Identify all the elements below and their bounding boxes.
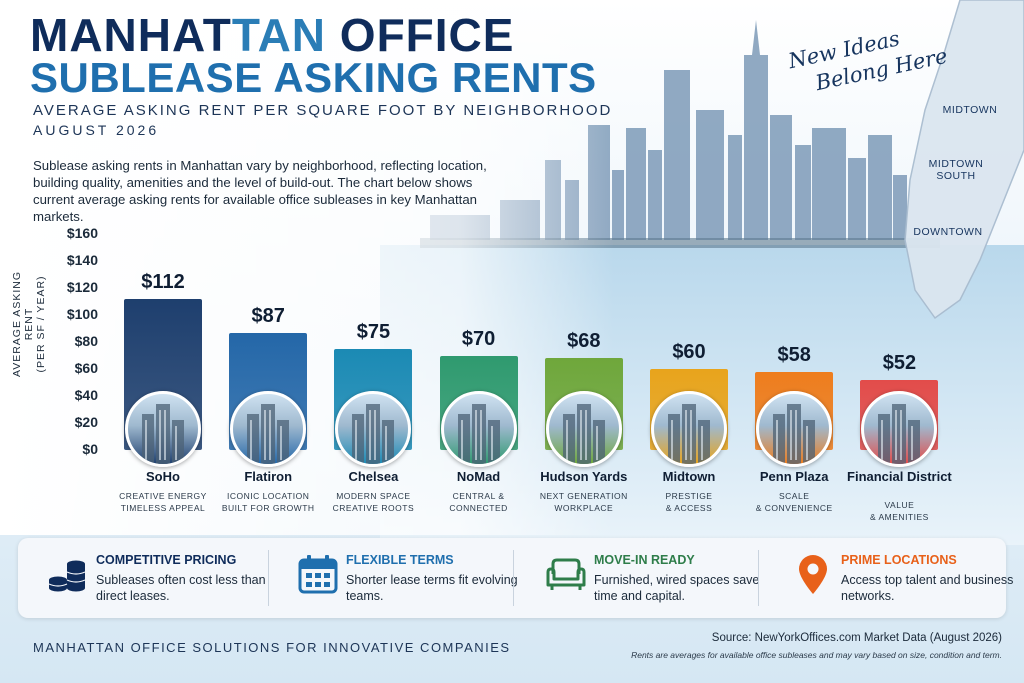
category-description-line: MODERN SPACE (336, 491, 411, 501)
building-photo (545, 391, 622, 467)
source-label: Source: (711, 632, 752, 644)
category-description-line: CREATIVE ENERGY (119, 491, 207, 501)
feature-flexible-terms: FLEXIBLE TERMS Shorter lease terms fit e… (288, 538, 518, 618)
building-photo (861, 391, 938, 467)
category-description: CREATIVE ENERGY TIMELESS APPEAL (103, 490, 223, 514)
category-label: Financial District (847, 469, 952, 484)
bar-value-label: $112 (141, 270, 185, 293)
bar-value-label: $68 (567, 330, 601, 353)
building-photo (335, 391, 412, 467)
category-label: Flatiron (244, 469, 293, 484)
feature-title: FLEXIBLE TERMS (346, 553, 454, 567)
category-description: NEXT GENERATION WORKPLACE (524, 490, 644, 514)
map-label-midtown: MIDTOWN (942, 104, 998, 116)
category-label: Hudson Yards (540, 469, 628, 484)
y-tick-label: $60 (74, 360, 98, 376)
bar-value-label: $60 (672, 341, 706, 363)
features-panel: COMPETITIVE PRICING Subleases often cost… (18, 538, 1013, 618)
category-description: MODERN SPACE CREATIVE ROOTS (313, 490, 433, 514)
chart-subtitle: AVERAGE ASKING RENT PER SQUARE FOOT BY N… (33, 102, 613, 119)
feature-move-in-ready: MOVE-IN READY Furnished, wired spaces sa… (536, 538, 766, 618)
map-label-downtown: DOWNTOWN (913, 226, 983, 238)
feature-competitive-pricing: COMPETITIVE PRICING Subleases often cost… (38, 538, 268, 618)
footnote: Rents are averages for available office … (631, 650, 1002, 660)
bar-value-label: $87 (251, 304, 285, 327)
divider (758, 550, 759, 606)
y-tick-label: $100 (66, 306, 98, 322)
map-label-midtown-south: MIDTOWN SOUTH (928, 158, 984, 182)
category-description-line: & AMENITIES (869, 512, 929, 522)
category-label: Chelsea (348, 469, 399, 484)
feature-text: Furnished, wired spaces save time and ca… (594, 573, 760, 603)
building-photo (125, 391, 201, 467)
feature-text: Subleases often cost less than direct le… (96, 573, 266, 603)
feature-title: COMPETITIVE PRICING (96, 553, 237, 567)
y-tick-label: $120 (66, 279, 98, 295)
footer-tagline: MANHATTAN OFFICE SOLUTIONS FOR INNOVATIV… (33, 640, 511, 655)
category-label: NoMad (456, 469, 501, 484)
category-description: SCALE & CONVENIENCE (734, 490, 854, 514)
source-text: NewYorkOffices.com Market Data (August 2… (754, 632, 1002, 644)
y-tick-label: $80 (74, 333, 98, 349)
feature-title: PRIME LOCATIONS (841, 553, 957, 567)
feature-text: Access top talent and business networks. (841, 573, 1014, 603)
armchair-icon (546, 558, 586, 590)
y-tick-label: $20 (74, 414, 98, 430)
intro-text: Sublease asking rents in Manhattan vary … (33, 158, 487, 224)
y-tick-label: $160 (66, 225, 98, 241)
feature-text: Shorter lease terms fit evolving teams. (346, 573, 518, 603)
category-description-line: NEXT GENERATION (539, 491, 628, 501)
building-photo (651, 391, 727, 467)
page-title: MANHATTAN OFFICE (30, 9, 515, 61)
category-description: VALUE & AMENITIES (839, 499, 959, 523)
building-photo (230, 391, 307, 467)
category-label: Penn Plaza (759, 469, 829, 484)
coins-icon (48, 560, 86, 592)
category-description-line: & ACCESS (665, 503, 713, 513)
category-description-line: CONNECTED (449, 503, 508, 513)
calendar-icon (298, 555, 338, 594)
y-tick-label: $0 (82, 441, 98, 457)
category-label: Midtown (662, 469, 716, 484)
feature-prime-locations: PRIME LOCATIONS Access top talent and bu… (783, 538, 1013, 618)
feature-title: MOVE-IN READY (594, 553, 695, 567)
location-pin-icon (799, 555, 827, 594)
report-date: AUGUST 2026 (33, 122, 160, 138)
y-axis-label-line1: AVERAGE ASKING RENT (11, 271, 35, 378)
category-label: SoHo (146, 469, 180, 484)
category-description: CENTRAL & CONNECTED (419, 490, 539, 514)
category-description-line: TIMELESS APPEAL (120, 503, 206, 513)
category-description-line: & CONVENIENCE (755, 503, 833, 513)
category-description-line: CENTRAL & (452, 491, 505, 501)
category-description-line: BUILT FOR GROWTH (221, 503, 315, 513)
category-description-line: SCALE (779, 491, 810, 501)
divider (513, 550, 514, 606)
bar-value-label: $75 (356, 320, 391, 343)
category-description-line: ICONIC LOCATION (226, 491, 310, 501)
y-tick-label: $40 (74, 387, 98, 403)
bar-value-label: $58 (777, 343, 811, 366)
category-description-line: CREATIVE ROOTS (332, 503, 415, 513)
category-description-line: VALUE (884, 500, 915, 510)
category-description-line: WORKPLACE (554, 503, 614, 513)
source-citation: Source: NewYorkOffices.com Market Data (… (712, 632, 1002, 644)
category-description-line: PRESTIGE (665, 491, 713, 501)
page-title-line2: SUBLEASE ASKING RENTS (30, 54, 597, 101)
bar-value-label: $52 (882, 351, 917, 374)
category-description: PRESTIGE & ACCESS (629, 490, 749, 514)
divider (268, 550, 269, 606)
building-photo (440, 391, 517, 467)
bar-value-label: $70 (461, 327, 496, 350)
y-tick-label: $140 (66, 252, 98, 268)
category-description: ICONIC LOCATION BUILT FOR GROWTH (208, 490, 328, 514)
building-photo (756, 391, 833, 467)
